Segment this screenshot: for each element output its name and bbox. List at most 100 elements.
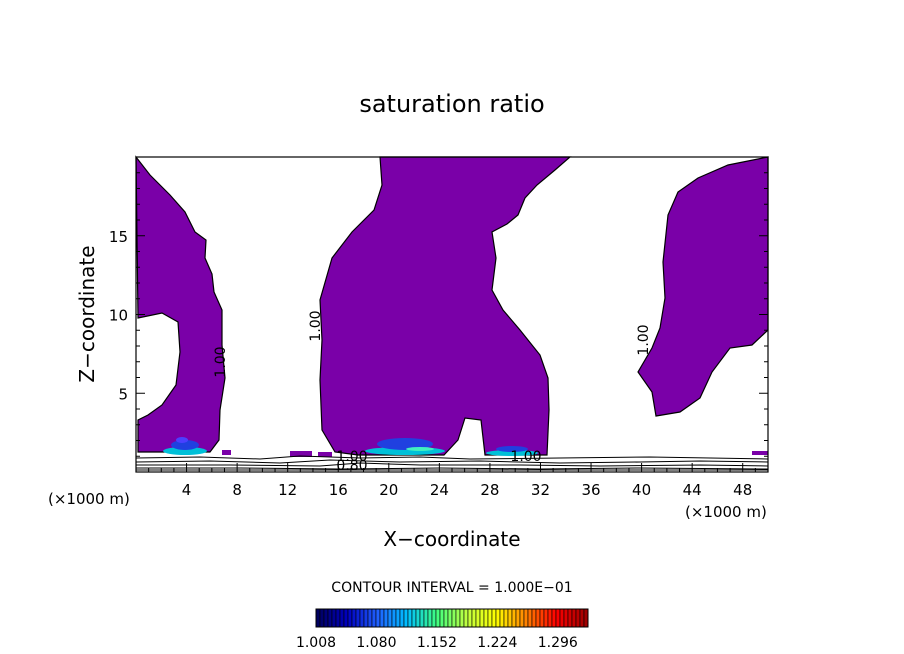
colorbar-swatch xyxy=(407,608,413,628)
colorbar-tick-labels: 1.008 1.080 1.152 1.224 1.296 xyxy=(296,635,578,651)
colorbar-swatch xyxy=(567,608,573,628)
x-axis-label: X−coordinate xyxy=(383,527,520,551)
x-tick-label: 20 xyxy=(379,481,398,499)
contour-label: 1.00 xyxy=(336,449,367,465)
colorbar-tick-label: 1.296 xyxy=(538,635,578,651)
contour-label: 1.00 xyxy=(510,449,541,465)
contour-label: 1.00 xyxy=(213,346,229,377)
colorbar-swatch xyxy=(431,608,437,628)
colorbar-swatch xyxy=(571,608,577,628)
contour-label: 1.00 xyxy=(636,324,652,355)
colorbar-frame xyxy=(315,608,589,628)
saturated-patch xyxy=(290,451,312,457)
colorbar-tick-label: 1.224 xyxy=(477,635,517,651)
colorbar-swatch xyxy=(523,608,529,628)
colorbar-swatch xyxy=(451,608,457,628)
colorbar-swatch xyxy=(495,608,501,628)
colorbar-swatch xyxy=(503,608,509,628)
colorbar-tick-label: 1.152 xyxy=(417,635,457,651)
colorbar-swatch xyxy=(347,608,353,628)
saturated-region-right xyxy=(637,156,769,417)
colorbar-swatch xyxy=(335,608,341,628)
colorbar-swatch xyxy=(379,608,385,628)
y-tick-label: 5 xyxy=(118,385,128,403)
colorbar-swatch xyxy=(543,608,549,628)
colorbar-swatch xyxy=(403,608,409,628)
x-tick-label: 16 xyxy=(329,481,348,499)
colorbar-swatch xyxy=(371,608,377,628)
colorbar-swatch xyxy=(435,608,441,628)
contour-label: 1.00 xyxy=(308,310,324,341)
colorbar-swatch xyxy=(387,608,393,628)
saturated-region-center xyxy=(319,156,572,456)
saturated-region-left xyxy=(135,155,226,453)
colorbar-swatch xyxy=(583,608,589,628)
colorbar-swatch xyxy=(351,608,357,628)
colorbar-swatch xyxy=(555,608,561,628)
colorbar-tick-label: 1.080 xyxy=(356,635,396,651)
colorbar-swatch xyxy=(339,608,345,628)
colorbar-swatch xyxy=(487,608,493,628)
x-tick-label: 44 xyxy=(683,481,702,499)
x-tick-label: 40 xyxy=(632,481,651,499)
colorbar-swatch xyxy=(315,608,321,628)
colorbar-swatch xyxy=(427,608,433,628)
colorbar-swatch xyxy=(535,608,541,628)
colorbar-swatch xyxy=(391,608,397,628)
ground-contours xyxy=(135,455,769,471)
colorbar-swatch xyxy=(319,608,325,628)
colorbar-swatch xyxy=(395,608,401,628)
plot-area: 1.00 1.00 1.00 1.00 0.80 1.00 xyxy=(135,155,769,474)
contour-label: 0.80 xyxy=(336,458,367,474)
y-tick-label: 10 xyxy=(109,307,128,325)
colorbar-swatch xyxy=(419,608,425,628)
colorbar-swatch xyxy=(467,608,473,628)
y-axis-label: Z−coordinate xyxy=(75,245,99,382)
colorbar-swatch xyxy=(515,608,521,628)
colorbar-swatch xyxy=(579,608,585,628)
colorbar-swatch xyxy=(471,608,477,628)
colorbar-swatch xyxy=(399,608,405,628)
saturated-patch xyxy=(222,450,231,455)
saturated-patch xyxy=(318,452,332,457)
colorbar-swatch xyxy=(331,608,337,628)
colorbar-swatch xyxy=(455,608,461,628)
x-tick-label: 4 xyxy=(182,481,192,499)
colorbar-swatch xyxy=(463,608,469,628)
colorbar-swatch xyxy=(511,608,517,628)
colorbar-swatch xyxy=(519,608,525,628)
supersaturation-pockets xyxy=(163,437,538,456)
colorbar-swatch xyxy=(559,608,565,628)
colorbar-swatch xyxy=(547,608,553,628)
x-axis-unit: (×1000 m) xyxy=(685,503,767,521)
colorbar-swatch xyxy=(447,608,453,628)
colorbar-swatch xyxy=(479,608,485,628)
x-axis-ticks: 4 8 12 16 20 24 28 32 36 40 44 48 xyxy=(135,463,769,499)
saturated-patch xyxy=(752,451,768,455)
colorbar-tick-label: 1.008 xyxy=(296,635,336,651)
colorbar-swatch xyxy=(483,608,489,628)
colorbar-swatch xyxy=(491,608,497,628)
chart-title: saturation ratio xyxy=(359,90,544,118)
colorbar-swatch xyxy=(531,608,537,628)
colorbar-swatch xyxy=(411,608,417,628)
colorbar-swatch xyxy=(367,608,373,628)
colorbar-swatch xyxy=(443,608,449,628)
colorbar-swatch xyxy=(363,608,369,628)
colorbar-swatch xyxy=(459,608,465,628)
colorbar-swatch xyxy=(575,608,581,628)
x-tick-label: 32 xyxy=(531,481,550,499)
colorbar-swatch xyxy=(439,608,445,628)
x-tick-label: 8 xyxy=(232,481,242,499)
colorbar-swatch xyxy=(359,608,365,628)
colorbar xyxy=(315,608,589,628)
x-tick-label: 24 xyxy=(430,481,449,499)
colorbar-swatch xyxy=(499,608,505,628)
colorbar-swatch xyxy=(343,608,349,628)
colorbar-swatch xyxy=(475,608,481,628)
x-tick-label: 28 xyxy=(480,481,499,499)
colorbar-swatch xyxy=(563,608,569,628)
x-tick-label: 36 xyxy=(581,481,600,499)
colorbar-swatch xyxy=(423,608,429,628)
